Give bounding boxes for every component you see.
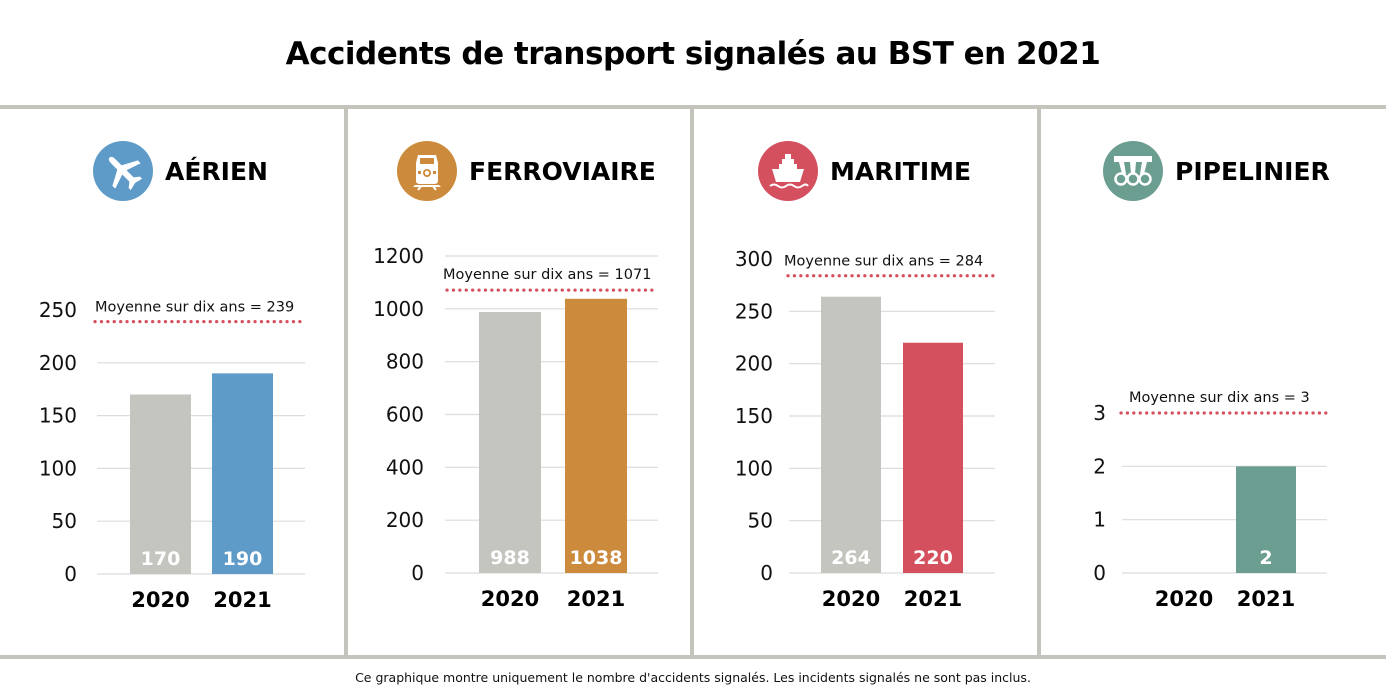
bar-2021 — [565, 298, 627, 573]
y-tick-label: 200 — [386, 508, 424, 532]
y-tick-label: 600 — [386, 403, 424, 427]
panel-header-aerien: AÉRIEN — [93, 141, 268, 201]
panel-divider — [344, 107, 348, 659]
average-label: Moyenne sur dix ans = 1071 — [443, 267, 651, 283]
footnote: Ce graphique montre uniquement le nombre… — [355, 670, 1031, 685]
y-tick-label: 100 — [735, 456, 773, 480]
bar-2021 — [212, 373, 273, 574]
y-tick-label: 1200 — [373, 244, 424, 268]
bar-2021 — [1236, 466, 1296, 573]
y-tick-label: 200 — [735, 352, 773, 376]
y-tick-label: 0 — [760, 561, 773, 585]
average-label: Moyenne sur dix ans = 284 — [784, 254, 983, 270]
bar-2020 — [821, 296, 881, 573]
value-label: 170 — [141, 548, 181, 570]
value-label: 988 — [490, 547, 530, 569]
value-label: 264 — [831, 547, 871, 569]
y-tick-label: 2 — [1093, 454, 1106, 478]
value-label: 190 — [223, 548, 263, 570]
panel-label: PIPELINIER — [1175, 156, 1330, 186]
x-category-label: 2020 — [481, 587, 539, 611]
x-category-label: 2020 — [1155, 587, 1213, 611]
panel-divider — [690, 107, 694, 659]
panel-header-pipelinier: PIPELINIER — [1103, 141, 1330, 201]
bar-2020 — [479, 312, 541, 573]
panel-divider — [1037, 107, 1041, 659]
y-tick-label: 250 — [39, 298, 77, 322]
y-tick-label: 0 — [1093, 561, 1106, 585]
panel-label: FERROVIAIRE — [469, 156, 656, 186]
ship-icon — [758, 141, 818, 201]
y-tick-label: 0 — [411, 561, 424, 585]
y-tick-label: 100 — [39, 456, 77, 480]
x-category-label: 2021 — [567, 587, 625, 611]
y-tick-label: 150 — [39, 404, 77, 428]
value-label: 220 — [913, 547, 953, 569]
x-category-label: 2021 — [213, 588, 271, 612]
panel-header-ferroviaire: FERROVIAIRE — [397, 141, 656, 201]
average-label: Moyenne sur dix ans = 239 — [95, 300, 294, 316]
y-tick-label: 50 — [52, 509, 77, 533]
value-label: 0 — [1177, 547, 1190, 569]
y-tick-label: 250 — [735, 299, 773, 323]
panel-label: MARITIME — [830, 156, 972, 186]
chart-title: Accidents de transport signalés au BST e… — [285, 36, 1101, 72]
y-tick-label: 150 — [735, 404, 773, 428]
airplane-icon — [93, 141, 153, 201]
value-label: 1038 — [570, 547, 623, 569]
y-tick-label: 3 — [1093, 401, 1106, 425]
y-tick-label: 200 — [39, 351, 77, 375]
y-tick-label: 300 — [735, 247, 773, 271]
value-label: 2 — [1259, 547, 1272, 569]
x-category-label: 2021 — [1237, 587, 1295, 611]
pipeline-icon — [1103, 141, 1163, 201]
bar-2020 — [130, 394, 191, 574]
x-category-label: 2021 — [904, 587, 962, 611]
y-tick-label: 800 — [386, 350, 424, 374]
panel-label: AÉRIEN — [165, 156, 268, 186]
panel-header-maritime: MARITIME — [758, 141, 971, 201]
bar-2021 — [903, 342, 963, 573]
y-tick-label: 50 — [748, 509, 773, 533]
y-tick-label: 1000 — [373, 297, 424, 321]
y-tick-label: 400 — [386, 455, 424, 479]
y-tick-label: 1 — [1093, 508, 1106, 532]
x-category-label: 2020 — [822, 587, 880, 611]
y-tick-label: 0 — [64, 562, 77, 586]
average-label: Moyenne sur dix ans = 3 — [1129, 390, 1310, 406]
train-icon — [397, 141, 457, 201]
x-category-label: 2020 — [131, 588, 189, 612]
